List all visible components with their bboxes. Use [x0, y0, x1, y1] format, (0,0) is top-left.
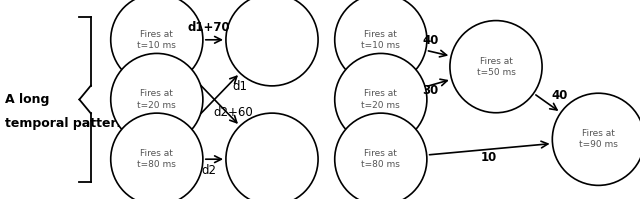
Ellipse shape — [552, 93, 640, 185]
Ellipse shape — [450, 20, 542, 113]
Text: 30: 30 — [422, 84, 439, 97]
Ellipse shape — [335, 53, 427, 146]
Ellipse shape — [226, 0, 318, 86]
Ellipse shape — [335, 113, 427, 199]
Ellipse shape — [226, 113, 318, 199]
Text: Fires at
t=90 ms: Fires at t=90 ms — [579, 129, 618, 149]
Text: d2+60: d2+60 — [214, 106, 253, 119]
Text: A long: A long — [5, 93, 49, 106]
Text: Fires at
t=80 ms: Fires at t=80 ms — [138, 149, 176, 169]
Text: Fires at
t=10 ms: Fires at t=10 ms — [362, 30, 400, 50]
Text: d1+70: d1+70 — [188, 21, 230, 34]
Ellipse shape — [111, 53, 203, 146]
Ellipse shape — [111, 113, 203, 199]
Text: Fires at
t=20 ms: Fires at t=20 ms — [138, 89, 176, 110]
Text: d2: d2 — [202, 164, 217, 177]
Ellipse shape — [111, 0, 203, 86]
Text: 40: 40 — [422, 34, 439, 47]
Text: Fires at
t=20 ms: Fires at t=20 ms — [362, 89, 400, 110]
Text: Fires at
t=50 ms: Fires at t=50 ms — [477, 57, 515, 77]
Text: Fires at
t=10 ms: Fires at t=10 ms — [138, 30, 176, 50]
Text: d1: d1 — [232, 80, 248, 93]
Text: 10: 10 — [480, 151, 497, 164]
Ellipse shape — [335, 0, 427, 86]
Text: temporal pattern: temporal pattern — [5, 117, 125, 130]
Text: 40: 40 — [552, 89, 568, 102]
Text: Fires at
t=80 ms: Fires at t=80 ms — [362, 149, 400, 169]
